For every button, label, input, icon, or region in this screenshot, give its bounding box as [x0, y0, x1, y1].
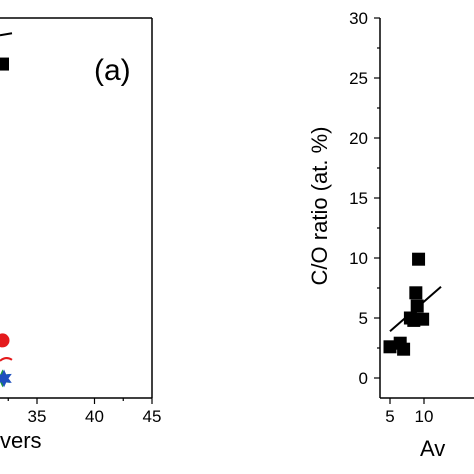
- panel-b-y-tick-label: 5: [359, 309, 368, 328]
- panel-a-x-ticks: 35 40 45: [7, 398, 162, 426]
- panel-b-x-tick-label: 5: [385, 407, 394, 426]
- panel-b-ylabel: C/O ratio (at. %): [307, 127, 332, 286]
- panel-b-y-tick-label: 25: [349, 69, 368, 88]
- panel-a-point: [0, 333, 10, 348]
- panel-b-y-tick-label: 15: [349, 189, 368, 208]
- panel-b-point: [383, 340, 397, 354]
- panel-a-curve-fragment: [0, 357, 13, 362]
- panel-b-point: [412, 252, 426, 266]
- panel-a-point: [0, 369, 12, 388]
- panel-b-y-tick-label: 20: [349, 129, 368, 148]
- panel-b-y-tick-label: 0: [359, 369, 368, 388]
- panel-a-x-tick-label: 35: [28, 407, 47, 426]
- panel-b-x-tick-label: 10: [415, 407, 434, 426]
- panel-b-point: [409, 286, 423, 300]
- panel-b-y-tick-label: 10: [349, 249, 368, 268]
- panel-b-point: [410, 299, 424, 313]
- panel-a-line-fragment: [0, 32, 13, 37]
- panel-a-xlabel-fragment: vers: [0, 428, 42, 453]
- panel-b-point: [416, 312, 430, 326]
- panel-b-y-tick-label: 30: [349, 9, 368, 28]
- panel-a: 35 40 45 (a) vers: [0, 17, 162, 453]
- panel-a-x-tick-label: 40: [85, 407, 104, 426]
- panel-a-marks: [0, 32, 13, 388]
- panel-b-xlabel-fragment: Av: [420, 436, 445, 461]
- panel-a-x-tick-label: 45: [143, 407, 162, 426]
- panel-a-point: [0, 57, 9, 71]
- panel-b-point: [397, 342, 411, 356]
- panel-a-label: (a): [94, 54, 131, 87]
- panel-b-marks: [383, 252, 430, 356]
